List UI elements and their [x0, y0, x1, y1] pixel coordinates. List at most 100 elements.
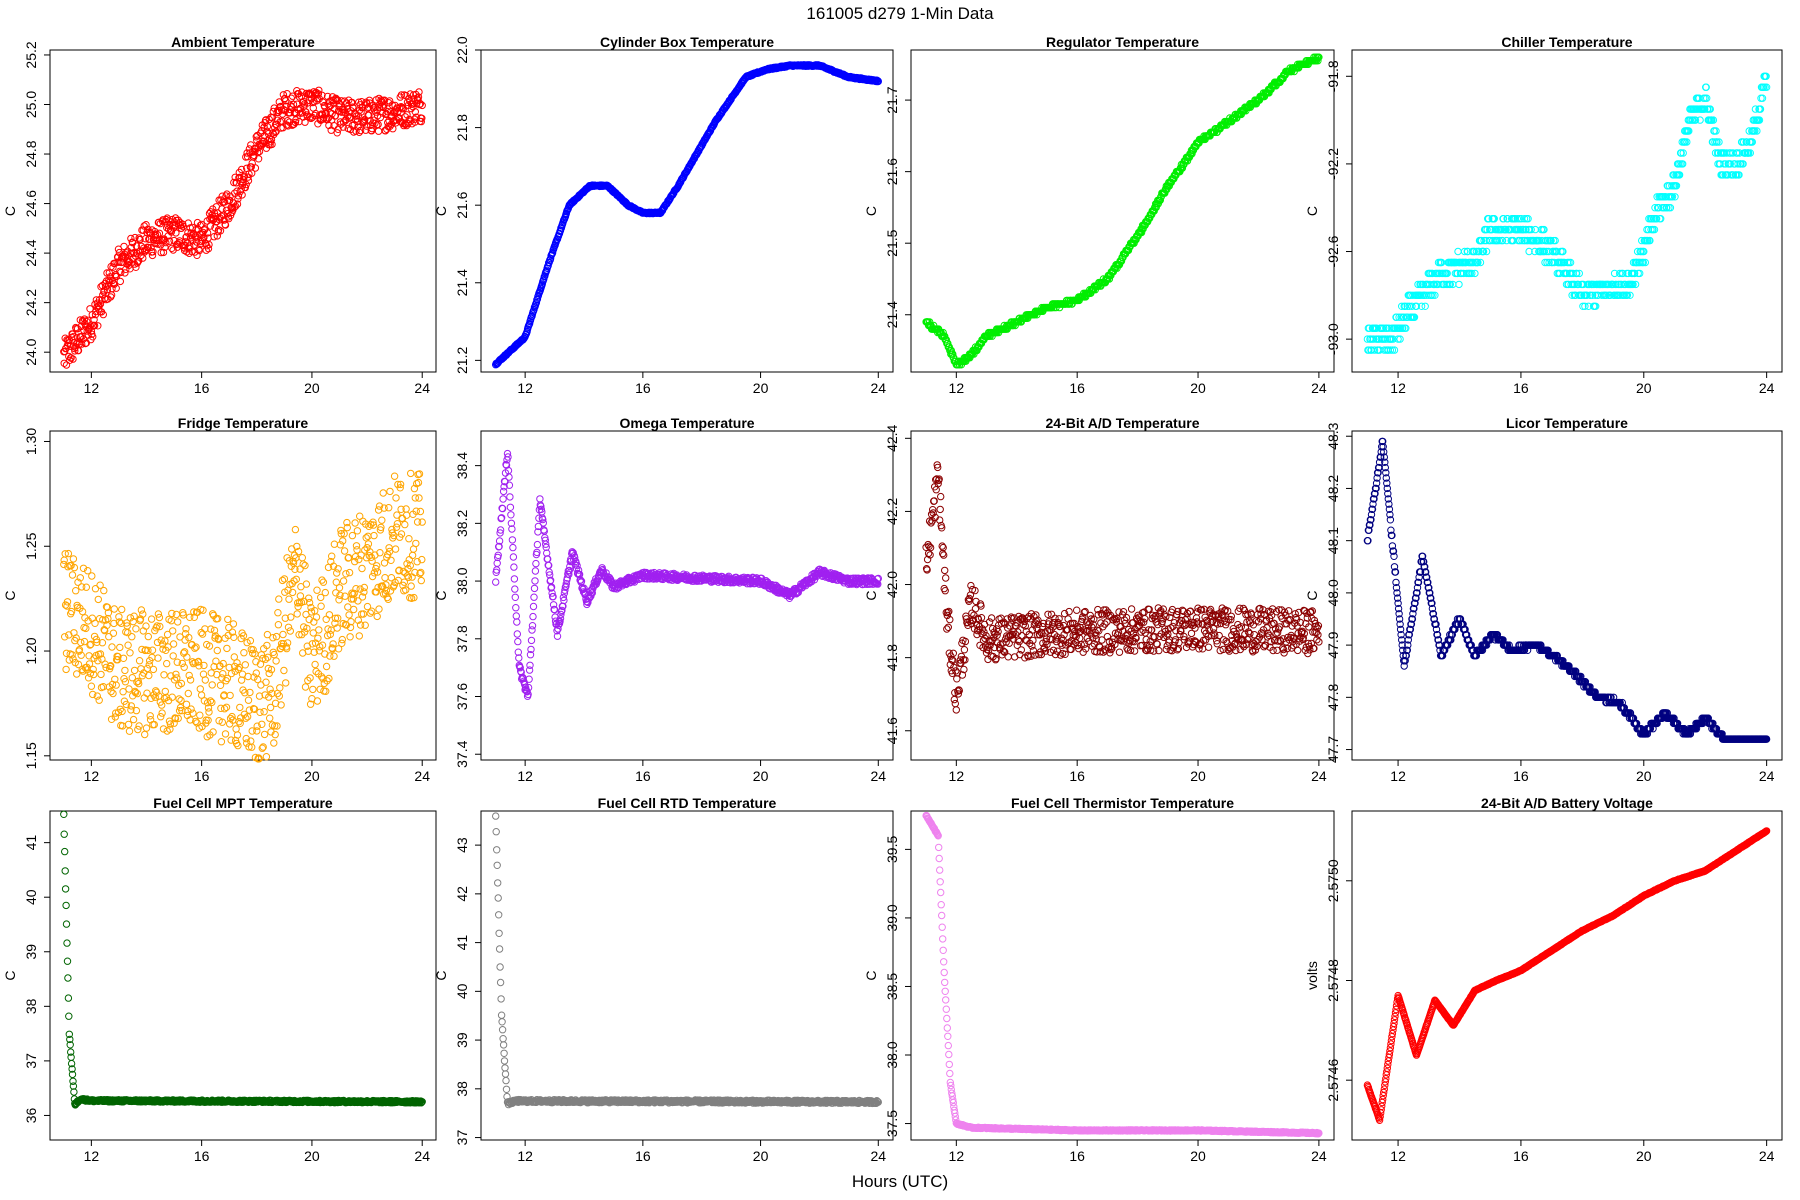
data-point [259, 137, 267, 145]
data-point [182, 625, 190, 633]
data-point [416, 507, 425, 516]
data-point [87, 682, 96, 690]
data-point [96, 300, 105, 308]
data-point [405, 535, 413, 543]
x-tick-label: 12 [1390, 380, 1406, 396]
data-point [407, 469, 415, 478]
data-point [99, 310, 108, 319]
data-point [508, 536, 517, 544]
data-point [509, 553, 518, 561]
data-point [205, 708, 213, 716]
data-point [277, 106, 286, 114]
data-point [271, 128, 279, 137]
data-point [415, 494, 423, 502]
x-tick-label: 12 [517, 768, 533, 784]
data-point [241, 183, 250, 192]
data-point [408, 551, 417, 560]
data-point [402, 511, 411, 519]
data-point [338, 635, 346, 644]
data-point [196, 685, 205, 693]
data-point [339, 123, 347, 131]
data-point [386, 108, 395, 116]
x-tick-label: 16 [194, 768, 210, 784]
data-point [507, 511, 515, 519]
data-point [112, 284, 120, 292]
data-point [513, 618, 521, 626]
data-point [165, 217, 173, 225]
data-point [339, 577, 348, 585]
x-tick-label: 24 [1311, 380, 1327, 396]
data-point [241, 661, 250, 669]
data-point [80, 326, 88, 335]
data-point [376, 113, 385, 122]
data-point [252, 133, 260, 141]
data-point [85, 323, 94, 332]
data-point [60, 633, 69, 641]
data-point [208, 681, 216, 689]
x-tick-label: 16 [1069, 380, 1085, 396]
data-point [381, 574, 389, 582]
data-point [499, 495, 507, 503]
data-point [128, 633, 136, 641]
y-axis-label: C [2, 590, 18, 600]
data-point [149, 665, 158, 674]
data-point [512, 612, 520, 620]
data-series [922, 53, 1323, 369]
data-point [313, 697, 322, 705]
data-point [244, 672, 252, 681]
plot-frame [910, 49, 1335, 373]
data-point [92, 296, 101, 304]
data-point [533, 540, 542, 549]
x-tick-label: 12 [517, 380, 533, 396]
y-tick-label: 1.30 [23, 428, 39, 455]
data-point [418, 114, 426, 123]
data-point [88, 572, 96, 580]
data-point [170, 218, 179, 226]
figure-xlabel: Hours (UTC) [852, 1172, 948, 1191]
data-point [121, 666, 129, 675]
data-point [322, 662, 331, 671]
data-point [298, 88, 306, 96]
data-point [141, 730, 149, 739]
data-point [346, 633, 354, 641]
chart-title: Ambient Temperature [171, 34, 315, 50]
data-point [100, 287, 108, 295]
data-point [223, 644, 231, 653]
data-point [411, 108, 419, 116]
y-tick-label: -92.2 [1325, 148, 1341, 180]
data-point [311, 660, 319, 669]
y-tick-label: -91.8 [1325, 60, 1341, 92]
data-point [357, 108, 365, 116]
data-point [353, 527, 362, 535]
data-point [122, 249, 131, 257]
data-point [153, 236, 161, 244]
data-point [355, 128, 363, 137]
y-axis-label: C [863, 590, 879, 600]
data-point [330, 540, 339, 548]
y-tick-label: 22.0 [454, 36, 470, 63]
y-tick-label: 24.0 [23, 338, 39, 365]
data-point [132, 625, 140, 633]
data-point [236, 173, 244, 182]
data-point [124, 641, 132, 649]
data-point [262, 753, 271, 761]
data-point [148, 646, 157, 654]
data-point [185, 671, 193, 680]
data-point [174, 618, 182, 626]
data-point [399, 105, 408, 113]
data-point [301, 683, 310, 691]
data-point [116, 643, 124, 652]
data-point [548, 249, 557, 257]
y-tick-label: 37.8 [454, 625, 470, 652]
figure-title: 161005 d279 1-Min Data [806, 4, 994, 23]
data-point [506, 503, 515, 511]
data-point [284, 623, 293, 631]
data-point [105, 633, 113, 641]
data-point [90, 321, 99, 330]
data-point [69, 355, 77, 363]
data-point [368, 607, 376, 615]
data-point [414, 478, 423, 487]
x-tick-label: 12 [949, 380, 965, 396]
data-series [492, 61, 882, 369]
